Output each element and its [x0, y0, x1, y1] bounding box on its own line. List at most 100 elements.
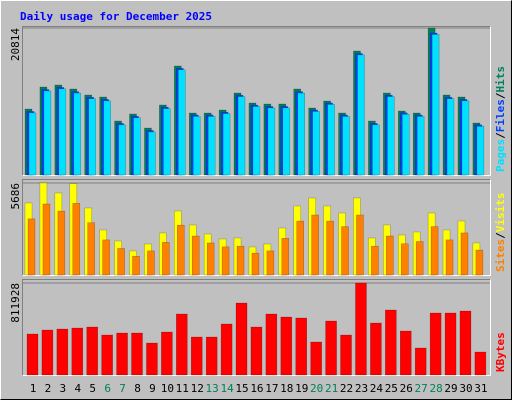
bar	[281, 238, 290, 276]
bar	[295, 317, 307, 376]
legend-separator: /	[494, 232, 507, 239]
bar	[27, 218, 36, 276]
bar	[131, 332, 143, 376]
bar	[341, 226, 349, 276]
bar	[178, 69, 186, 176]
bar	[461, 100, 470, 176]
bar	[57, 210, 66, 276]
bar	[401, 243, 409, 276]
bar	[385, 309, 397, 376]
bar	[162, 242, 170, 276]
bar	[221, 246, 230, 276]
bar	[118, 124, 126, 176]
x-tick-label: 11	[176, 382, 189, 395]
x-tick-label: 20	[310, 382, 323, 395]
bar	[282, 107, 291, 176]
bar	[42, 203, 51, 276]
y-tick-label: 20814	[9, 28, 22, 61]
bar	[71, 327, 84, 376]
x-tick-label: 29	[444, 382, 457, 395]
bar	[161, 331, 173, 376]
bar	[280, 316, 293, 376]
legend-separator: /	[494, 92, 507, 99]
panel-bevel	[22, 26, 491, 176]
x-tick-label: 2	[45, 382, 52, 395]
bar	[72, 203, 81, 276]
legend-entry: Sites	[494, 239, 507, 272]
bar	[133, 117, 141, 176]
bar	[446, 98, 455, 176]
bar	[357, 54, 365, 176]
bar	[400, 330, 412, 376]
x-tick-label: 12	[191, 382, 204, 395]
x-tick-label: 10	[161, 382, 174, 395]
bar	[177, 224, 185, 276]
bar	[402, 114, 410, 176]
bar	[386, 235, 394, 276]
bar	[387, 96, 395, 176]
legend-entry: KBytes	[494, 332, 507, 372]
legend-separator: /	[494, 132, 507, 139]
legend-entry: Visits	[494, 193, 507, 233]
bar	[73, 92, 82, 176]
bar	[460, 232, 469, 276]
panel-bevel	[22, 179, 491, 276]
bar	[102, 239, 110, 276]
bar	[327, 104, 335, 176]
x-tick-label: 27	[415, 382, 428, 395]
x-tick-label: 7	[119, 382, 126, 395]
bar	[312, 111, 320, 176]
x-tick-label: 14	[220, 382, 234, 395]
x-tick-label: 16	[250, 382, 263, 395]
bar	[414, 347, 427, 376]
bar	[222, 113, 231, 176]
x-tick-label: 22	[340, 382, 353, 395]
y-tick-label: 811928	[9, 283, 22, 323]
bar	[430, 226, 439, 276]
x-tick-label: 9	[149, 382, 156, 395]
legend: KBytes	[494, 332, 507, 372]
bar	[445, 239, 454, 276]
bar	[431, 34, 440, 176]
bar	[252, 106, 261, 176]
x-tick-label: 13	[206, 382, 219, 395]
bar	[459, 310, 472, 376]
bar	[297, 92, 305, 176]
bar	[103, 100, 111, 176]
legend-entry: Pages	[494, 139, 507, 172]
bar	[176, 313, 188, 376]
bar	[163, 108, 171, 176]
bar	[444, 312, 457, 376]
bar	[147, 250, 155, 276]
y-tick-label: 5686	[9, 183, 22, 210]
bar	[190, 336, 203, 376]
legend-entry: Files	[494, 99, 507, 132]
bar	[474, 351, 487, 376]
bar	[205, 336, 218, 376]
bar	[251, 252, 260, 276]
bar	[265, 313, 278, 376]
bar	[371, 245, 379, 276]
bar	[206, 242, 215, 276]
bar	[340, 334, 352, 376]
x-tick-label: 23	[355, 382, 368, 395]
bar	[26, 333, 39, 376]
x-tick-label: 6	[104, 382, 111, 395]
bar	[326, 220, 334, 276]
bar	[476, 126, 485, 176]
legend-entry: Hits	[494, 66, 507, 93]
bar	[266, 250, 275, 276]
bar	[41, 329, 54, 376]
bar	[311, 214, 319, 276]
x-tick-label: 4	[74, 382, 81, 395]
legend: Pages/Files/Hits	[494, 66, 507, 172]
bar	[372, 124, 380, 176]
panel-bevel	[22, 26, 491, 176]
bar	[310, 341, 322, 376]
x-tick-label: 1	[30, 382, 37, 395]
bar	[250, 326, 263, 376]
bar	[87, 222, 95, 276]
bar	[207, 116, 216, 176]
bar	[116, 332, 128, 376]
